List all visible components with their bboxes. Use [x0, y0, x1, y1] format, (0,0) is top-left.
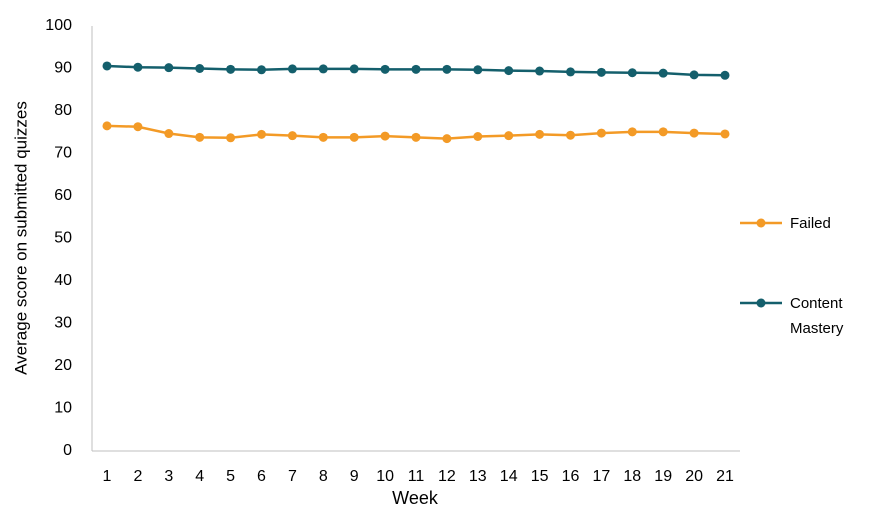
x-tick-label: 3: [164, 468, 173, 485]
data-point: [380, 131, 390, 141]
data-point: [473, 65, 483, 75]
data-point: [195, 64, 205, 73]
data-point: [318, 132, 328, 142]
x-tick-label: 17: [593, 468, 611, 485]
data-point: [627, 127, 637, 137]
x-tick-label: 2: [133, 468, 142, 485]
data-point: [535, 129, 545, 139]
x-tick-label: 5: [226, 468, 235, 485]
data-point: [627, 68, 637, 78]
data-point: [380, 64, 390, 74]
legend-label: Failed: [790, 215, 831, 232]
data-point: [720, 70, 730, 80]
data-point: [226, 64, 236, 74]
legend-marker: [756, 218, 766, 228]
x-tick-label: 13: [469, 468, 487, 485]
y-tick-label: 0: [63, 442, 72, 459]
data-point: [596, 67, 606, 77]
x-tick-label: 21: [716, 468, 734, 485]
data-point: [102, 121, 112, 131]
y-tick-label: 20: [54, 357, 72, 374]
data-point: [226, 133, 236, 143]
legend-marker: [756, 298, 766, 308]
data-point: [411, 64, 421, 74]
data-point: [133, 62, 143, 72]
data-point: [164, 129, 174, 139]
data-point: [535, 66, 545, 76]
data-point: [287, 131, 297, 141]
x-tick-label: 4: [195, 468, 204, 485]
y-axis-label: Average score on submitted quizzes: [11, 101, 30, 375]
x-tick-label: 11: [408, 468, 425, 485]
x-tick-label: 1: [103, 468, 112, 485]
x-tick-label: 14: [500, 468, 518, 485]
x-tick-label: 15: [531, 468, 549, 485]
data-point: [349, 132, 359, 142]
data-point: [102, 61, 112, 71]
data-point: [473, 132, 483, 141]
x-tick-label: 16: [562, 468, 580, 485]
data-point: [442, 64, 452, 74]
x-tick-label: 20: [685, 468, 703, 485]
data-point: [257, 129, 266, 139]
y-tick-label: 40: [54, 272, 72, 289]
x-tick-label: 10: [376, 468, 394, 485]
data-point: [658, 68, 668, 78]
data-point: [689, 70, 699, 80]
x-tick-label: 18: [623, 468, 641, 485]
data-point: [566, 67, 575, 77]
y-tick-label: 50: [54, 230, 72, 247]
data-point: [658, 127, 668, 137]
data-point: [596, 128, 606, 138]
x-tick-label: 7: [288, 468, 297, 485]
data-point: [287, 64, 297, 74]
x-tick-label: 9: [350, 468, 359, 485]
x-tick-label: 19: [654, 468, 672, 485]
x-axis-label: Week: [392, 488, 439, 508]
x-tick-label: 8: [319, 468, 328, 485]
legend-label: Content Mastery: [790, 295, 844, 337]
x-tick-label: 6: [257, 468, 266, 485]
data-point: [349, 64, 359, 74]
data-point: [257, 65, 266, 75]
x-tick-label: 12: [438, 468, 456, 485]
data-point: [504, 131, 514, 141]
data-point: [442, 134, 452, 144]
data-point: [720, 129, 730, 139]
data-point: [318, 64, 328, 74]
y-tick-label: 90: [54, 60, 72, 77]
data-point: [195, 132, 205, 142]
y-tick-label: 60: [54, 187, 72, 204]
y-tick-label: 10: [54, 400, 72, 417]
y-tick-label: 100: [45, 17, 72, 34]
data-point: [504, 66, 514, 76]
data-point: [566, 130, 575, 140]
y-tick-label: 80: [54, 102, 72, 119]
data-point: [411, 132, 421, 142]
data-point: [164, 63, 174, 73]
y-tick-label: 70: [54, 145, 72, 162]
data-point: [133, 122, 143, 132]
y-tick-label: 30: [54, 315, 72, 332]
data-point: [689, 128, 699, 138]
